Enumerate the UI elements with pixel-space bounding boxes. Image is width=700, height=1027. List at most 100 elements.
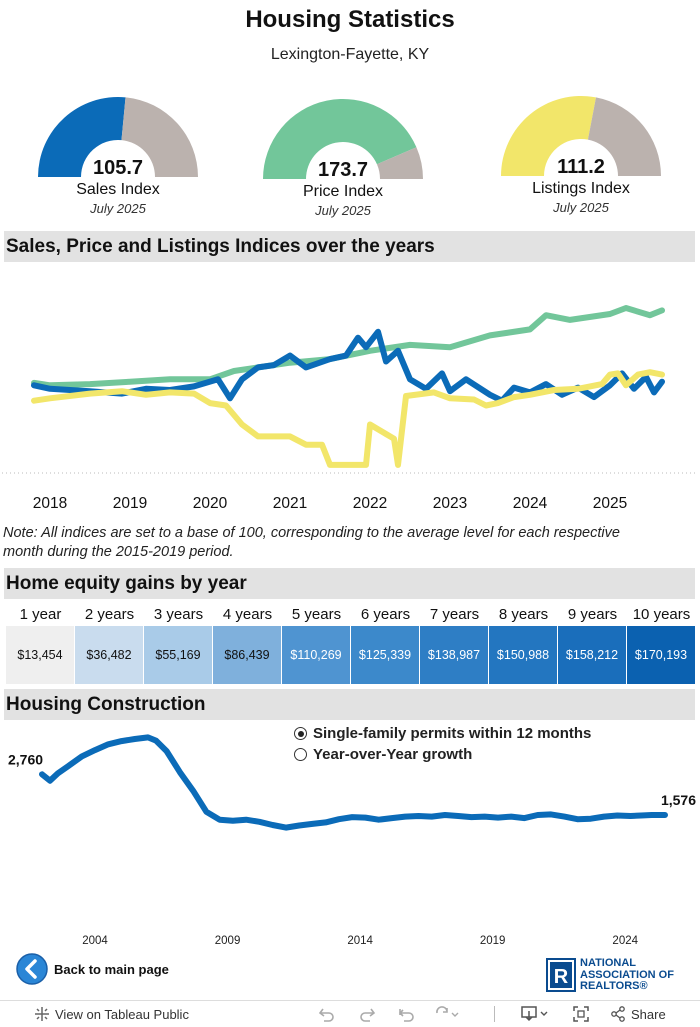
- equity-year-label: 9 years: [567, 606, 618, 623]
- back-to-main-button[interactable]: Back to main page: [16, 953, 169, 985]
- listings-index-value: 111.2: [557, 156, 605, 178]
- sales-index-label: Sales Index: [76, 181, 160, 198]
- sales-index-value: 105.7: [92, 157, 144, 179]
- sales-index-gauge-svg: [38, 97, 198, 177]
- back-to-main-label: Back to main page: [54, 961, 169, 977]
- gauge-remaining-arc: [376, 147, 423, 179]
- equity-value-cell[interactable]: $158,212: [558, 626, 627, 684]
- nar-logo: R NATIONAL ASSOCIATION OF REALTORS®: [546, 957, 674, 993]
- share-icon: [611, 1006, 625, 1022]
- equity-value-cell[interactable]: $36,482: [75, 626, 144, 684]
- construction-line-chart[interactable]: 2004 2009 2014 2019 2024 2,760 1,576: [0, 730, 700, 955]
- gauge-fill-arc: [38, 97, 126, 177]
- gauge-fill-arc: [263, 98, 417, 179]
- nar-line-1: NATIONAL: [580, 957, 637, 969]
- legend-option-growth-label: Year-over-Year growth: [313, 746, 473, 763]
- nar-line-3: REALTORS®: [580, 980, 648, 992]
- construction-x-tick: 2014: [347, 935, 373, 947]
- x-tick-label: 2022: [353, 495, 387, 512]
- x-tick-label: 2018: [33, 495, 67, 512]
- gauge-remaining-arc: [587, 97, 661, 176]
- equity-value-cell[interactable]: $13,454: [6, 626, 75, 684]
- equity-year-label: 3 years: [153, 606, 204, 623]
- equity-section-header: Home equity gains by year: [4, 568, 695, 599]
- listings-index-label: Listings Index: [532, 180, 630, 197]
- tableau-logo-icon: [35, 1007, 49, 1021]
- price-index-label: Price Index: [302, 183, 384, 200]
- radio-unselected-icon[interactable]: [294, 748, 307, 761]
- revert-icon[interactable]: [398, 1005, 416, 1023]
- share-button[interactable]: Share: [610, 1006, 666, 1022]
- share-label: Share: [631, 1006, 666, 1022]
- legend-option-permits[interactable]: Single-family permits within 12 months: [294, 725, 591, 742]
- equity-year-label: 4 years: [222, 606, 273, 623]
- equity-value-cell[interactable]: $86,439: [213, 626, 282, 684]
- equity-year-label: 7 years: [429, 606, 480, 623]
- sales-index-gauge: 105.7 Sales Index July 2025: [18, 95, 218, 216]
- equity-value-cell[interactable]: $110,269: [282, 626, 351, 684]
- equity-value-cell[interactable]: $150,988: [489, 626, 558, 684]
- price-index-value: 173.7: [317, 159, 369, 181]
- equity-year-label: 6 years: [360, 606, 411, 623]
- listings-index-gauge: 111.2 Listings Index July 2025: [481, 94, 681, 215]
- price-index-date: July 2025: [315, 203, 371, 218]
- construction-section-header: Housing Construction: [4, 689, 695, 720]
- listings-index-date: July 2025: [553, 200, 609, 215]
- equity-year-label: 2 years: [84, 606, 135, 623]
- x-tick-label: 2025: [593, 495, 627, 512]
- equity-value-cell[interactable]: $125,339: [351, 626, 420, 684]
- indices-section-header: Sales, Price and Listings Indices over t…: [4, 231, 695, 262]
- equity-year-label: 5 years: [291, 606, 342, 623]
- view-on-tableau-button[interactable]: View on Tableau Public: [34, 1006, 189, 1022]
- tableau-toolbar: View on Tableau Public Share: [0, 1000, 700, 1027]
- construction-legend: Single-family permits within 12 months Y…: [294, 725, 591, 763]
- equity-value-cell[interactable]: $138,987: [420, 626, 489, 684]
- equity-year-label: 1 year: [19, 606, 62, 623]
- radio-selected-icon[interactable]: [294, 727, 307, 740]
- back-arrow-icon: [16, 953, 48, 985]
- listings-index-gauge-svg: [501, 96, 661, 176]
- indices-note: Note: All indices are set to a base of 1…: [3, 525, 620, 560]
- sales-index-date: July 2025: [90, 201, 146, 216]
- x-tick-label: 2021: [273, 495, 307, 512]
- construction-x-tick: 2009: [215, 935, 241, 947]
- redo-icon[interactable]: [358, 1005, 376, 1023]
- equity-year-label: 10 years: [632, 606, 691, 623]
- price-index-gauge-svg: [263, 98, 423, 179]
- legend-option-growth[interactable]: Year-over-Year growth: [294, 746, 591, 763]
- construction-x-tick: 2024: [612, 935, 638, 947]
- construction-x-tick: 2019: [480, 935, 506, 947]
- refresh-icon[interactable]: [434, 1005, 460, 1023]
- nar-line-2: ASSOCIATION OF: [580, 968, 674, 981]
- equity-value-cell[interactable]: $170,193: [627, 626, 696, 684]
- price-index-gauge: 173.7 Price Index July 2025: [243, 97, 443, 218]
- indices-line-chart[interactable]: 2018 2019 2020 2021 2022 2023 2024 2025: [0, 266, 700, 522]
- end-value-label: 1,576: [661, 792, 696, 808]
- series-line-1[interactable]: [31, 328, 665, 404]
- equity-values-row: $13,454 $36,482 $55,169 $86,439 $110,269 $125…: [6, 626, 696, 684]
- gauge-fill-arc: [501, 96, 596, 176]
- view-on-tableau-label: View on Tableau Public: [55, 1006, 189, 1022]
- undo-icon[interactable]: [318, 1005, 336, 1023]
- gauge-remaining-arc: [121, 97, 198, 177]
- series-line-2[interactable]: [31, 369, 665, 468]
- equity-year-label: 8 years: [498, 606, 549, 623]
- x-tick-label: 2019: [113, 495, 147, 512]
- x-tick-label: 2020: [193, 495, 228, 512]
- toolbar-divider: [494, 1006, 495, 1022]
- construction-x-tick: 2004: [82, 935, 108, 947]
- series-line-0[interactable]: [31, 305, 665, 389]
- realtor-r-icon: R: [546, 958, 576, 993]
- svg-text:R: R: [554, 966, 569, 988]
- permits-series-line[interactable]: [39, 734, 668, 831]
- x-tick-label: 2024: [513, 495, 548, 512]
- equity-value-cell[interactable]: $55,169: [144, 626, 213, 684]
- download-icon[interactable]: [520, 1005, 550, 1023]
- x-tick-label: 2023: [433, 495, 467, 512]
- page-subtitle: Lexington-Fayette, KY: [270, 46, 430, 63]
- page-title: Housing Statistics: [245, 6, 455, 33]
- fullscreen-icon[interactable]: [572, 1005, 590, 1023]
- equity-year-labels: 1 year 2 years 3 years 4 years 5 years 6 year…: [6, 606, 696, 623]
- legend-option-permits-label: Single-family permits within 12 months: [313, 725, 592, 742]
- start-value-label: 2,760: [8, 751, 43, 767]
